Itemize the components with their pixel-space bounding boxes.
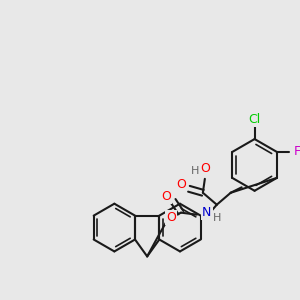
- Text: H: H: [213, 213, 221, 223]
- Text: Cl: Cl: [248, 113, 261, 126]
- Text: F: F: [293, 146, 300, 158]
- Text: H: H: [191, 166, 199, 176]
- Text: O: O: [166, 211, 176, 224]
- Text: N: N: [202, 206, 212, 219]
- Text: O: O: [176, 178, 186, 191]
- Text: O: O: [161, 190, 171, 203]
- Text: O: O: [200, 162, 210, 176]
